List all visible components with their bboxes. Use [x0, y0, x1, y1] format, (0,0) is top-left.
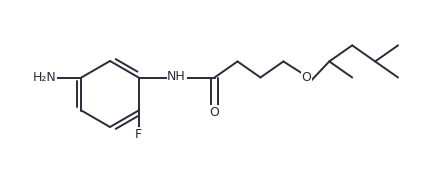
Text: H₂N: H₂N	[33, 71, 56, 84]
Text: O: O	[301, 71, 311, 84]
Text: NH: NH	[167, 70, 186, 83]
Text: O: O	[209, 106, 220, 119]
Text: F: F	[135, 128, 142, 141]
